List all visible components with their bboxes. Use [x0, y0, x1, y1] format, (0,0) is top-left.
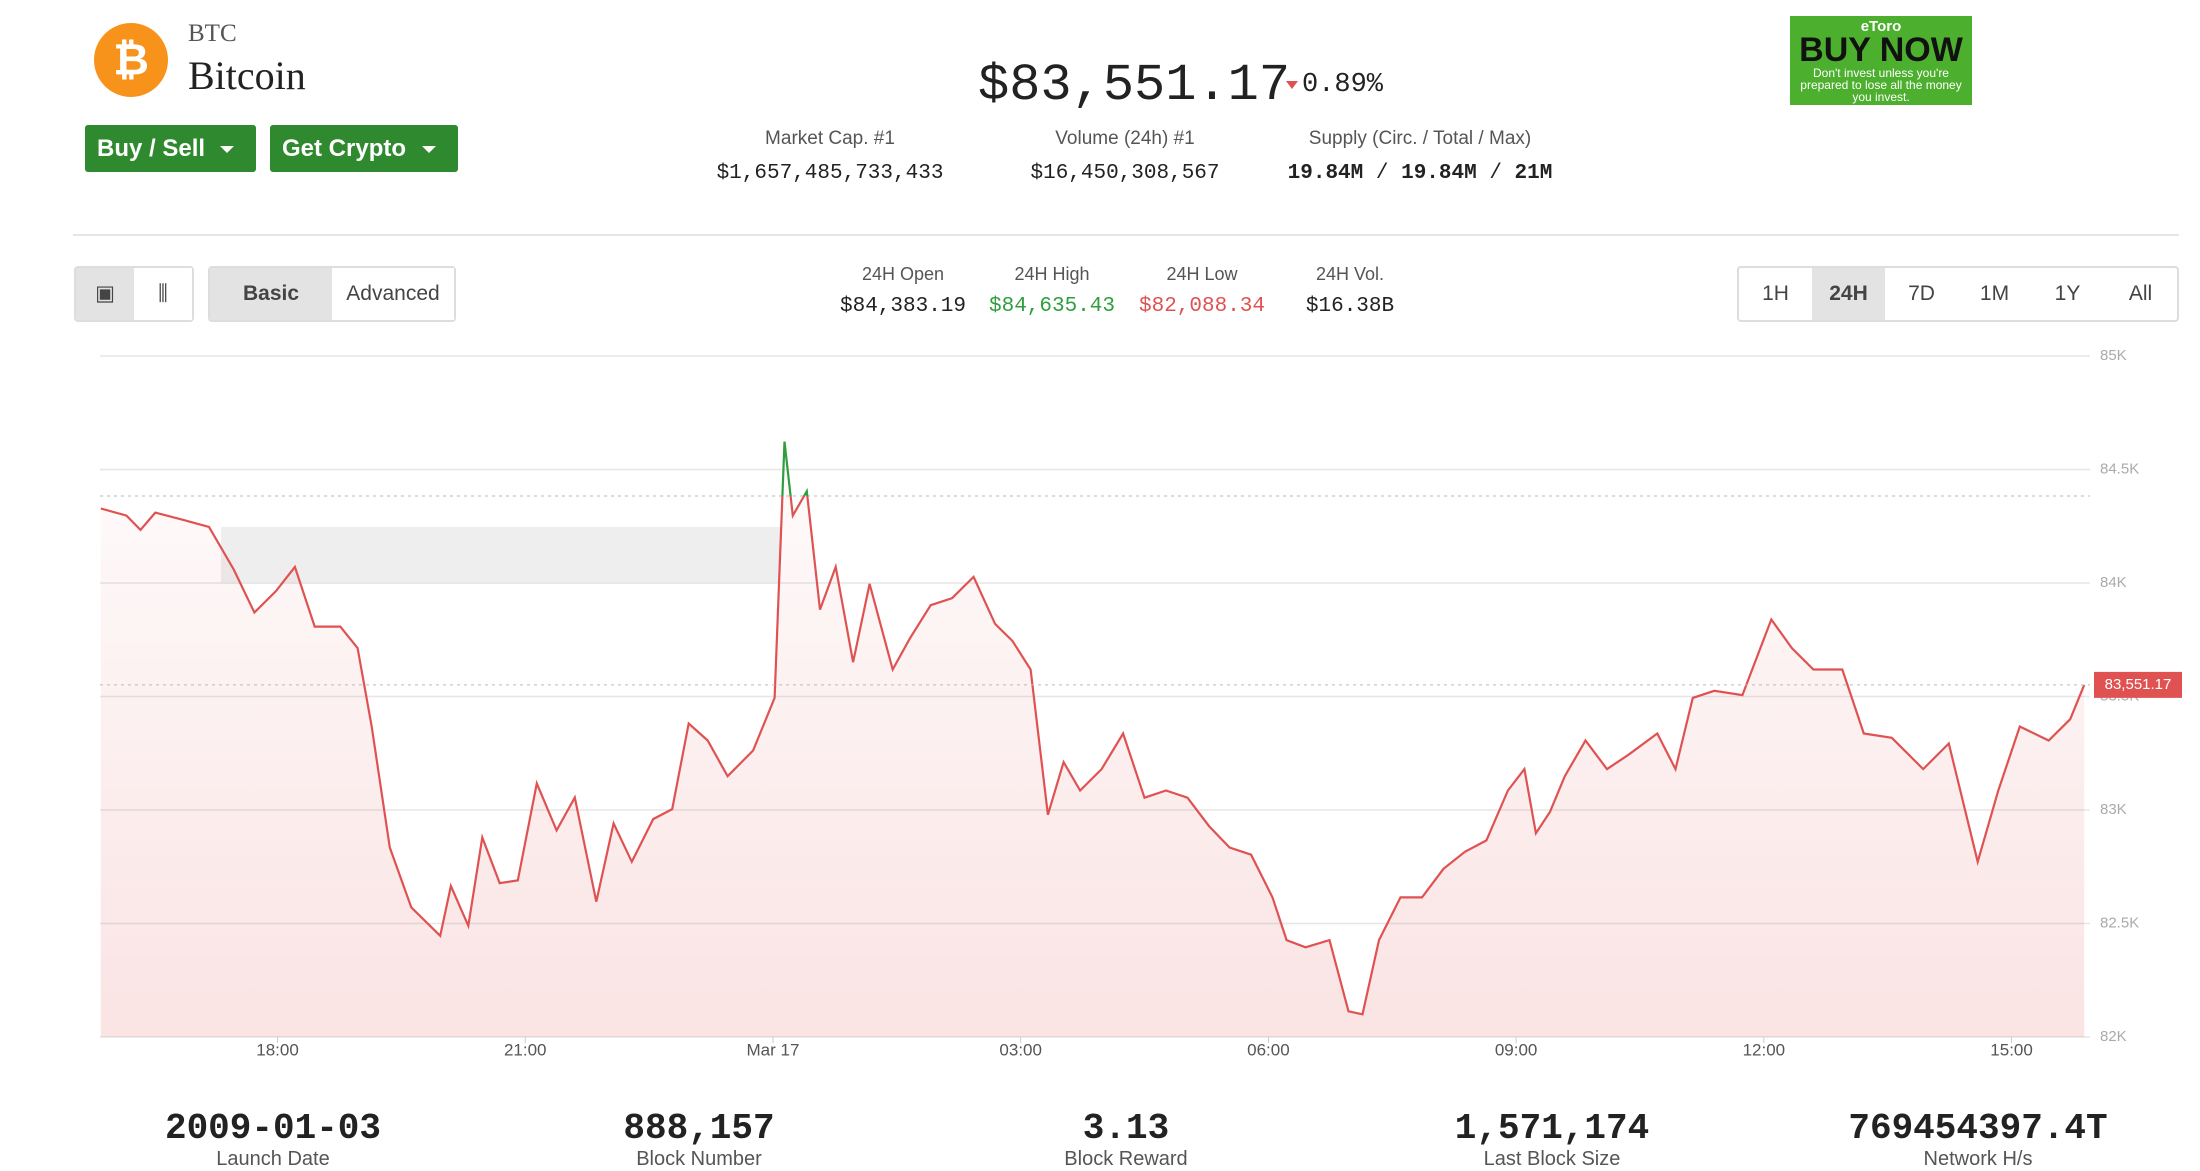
- x-tick-label: 21:00: [504, 1040, 547, 1059]
- symbol: BTC: [188, 20, 237, 47]
- line-icon[interactable]: ▣: [76, 268, 134, 320]
- price: $83,551.17: [978, 56, 1291, 115]
- day-stat-label: 24H Low: [1166, 264, 1238, 284]
- footer-value: 888,157: [623, 1108, 775, 1149]
- down-arrow: [1286, 81, 1298, 95]
- btc-logo: ₿: [94, 23, 168, 97]
- coin-name: Bitcoin: [188, 53, 306, 98]
- footer-label: Network H/s: [1923, 1148, 2033, 1170]
- range-button[interactable]: 1Y: [2054, 282, 2081, 305]
- x-tick-label: 06:00: [1247, 1040, 1290, 1059]
- day-stat-label: 24H Vol.: [1315, 264, 1385, 284]
- y-tick-label: 84.5K: [2100, 460, 2139, 477]
- buy-sell-button[interactable]: Buy / Sell: [85, 125, 256, 172]
- last-price-label: 83,551.17: [2105, 676, 2172, 693]
- range-button[interactable]: 24H: [1812, 268, 1885, 320]
- range-button[interactable]: 1M: [1979, 282, 2010, 305]
- divider: [73, 234, 2179, 236]
- last-price-tag: [2094, 671, 2182, 698]
- y-tick-label: 82K: [2100, 1028, 2127, 1045]
- day-stat-value: $16.38B: [1305, 295, 1395, 318]
- ad-brand: eToro: [1860, 18, 1902, 35]
- x-tick-label: 03:00: [999, 1040, 1042, 1059]
- footer-label: Block Number: [636, 1148, 762, 1170]
- range-button[interactable]: 7D: [1908, 282, 1935, 305]
- footer-value: 1,571,174: [1454, 1108, 1650, 1149]
- price-line-down: [100, 496, 2086, 1016]
- chart: 82K82.5K83K83.5K84K84.5K85K18:0021:00Mar…: [100, 347, 2182, 1059]
- supply-label: Supply (Circ. / Total / Max): [1308, 128, 1532, 149]
- x-tick-label: 18:00: [256, 1040, 299, 1059]
- x-tick-label: 12:00: [1743, 1040, 1786, 1059]
- y-tick-label: 82.5K: [2100, 914, 2139, 931]
- sep: /: [1489, 162, 1502, 185]
- stat-label: Volume (24h) #1: [1055, 128, 1195, 149]
- supply: 19.84M: [1287, 162, 1364, 185]
- supply: 21M: [1514, 162, 1553, 185]
- x-tick-label: 09:00: [1495, 1040, 1538, 1059]
- stat-value: $16,450,308,567: [1030, 162, 1220, 185]
- x-tick-label: 15:00: [1990, 1040, 2033, 1059]
- chart-type-toggle: ▣ ⫼: [74, 266, 194, 322]
- range-toggle: 1H 24H 7D 1M 1Y All: [1737, 266, 2179, 322]
- day-stat-value: $82,088.34: [1138, 295, 1266, 318]
- mode-toggle: Basic Advanced: [208, 266, 456, 322]
- ad-disclaimer: Don't invest unless you're prepared to l…: [1800, 66, 1962, 104]
- day-stat-label: 24H High: [1014, 264, 1090, 284]
- footer-label: Last Block Size: [1483, 1148, 1621, 1170]
- price-area: [100, 441, 2085, 1038]
- svg-text:₿: ₿: [113, 36, 149, 85]
- footer-value: 769454397.4T: [1848, 1108, 2108, 1149]
- change: 0.89%: [1302, 70, 1384, 100]
- footer-label: Block Reward: [1064, 1148, 1188, 1170]
- stat-label: Market Cap. #1: [765, 128, 895, 149]
- ad-cta: BUY NOW: [1799, 31, 1963, 69]
- supply: 19.84M: [1401, 162, 1477, 185]
- day-stat-label: 24H Open: [861, 264, 945, 284]
- x-tick-label: Mar 17: [747, 1040, 800, 1059]
- mode-button[interactable]: Advanced: [332, 268, 454, 320]
- y-tick-label: 85K: [2100, 347, 2127, 364]
- hover-band: [221, 527, 780, 584]
- stat-value: $1,657,485,733,433: [716, 162, 944, 185]
- sep: /: [1375, 162, 1389, 185]
- footer-label: Launch Date: [216, 1148, 330, 1170]
- range-button[interactable]: All: [2128, 282, 2153, 305]
- day-stat-value: $84,635.43: [988, 295, 1116, 318]
- supply-values: 19.84M / 19.84M / 21M: [1288, 162, 1553, 185]
- footer-value: 3.13: [1082, 1108, 1170, 1149]
- range-button[interactable]: 1H: [1762, 282, 1789, 305]
- y-tick-label: 83K: [2100, 801, 2127, 818]
- candle-icon[interactable]: ⫼: [134, 268, 192, 320]
- y-tick-label: 84K: [2100, 574, 2127, 591]
- footer-value: 2009-01-03: [164, 1108, 382, 1149]
- mode-button[interactable]: Basic: [210, 268, 332, 320]
- day-stat-value: $84,383.19: [839, 295, 967, 318]
- get-crypto-button[interactable]: Get Crypto: [270, 125, 458, 172]
- ad[interactable]: eToro BUY NOW Don't invest unless you're…: [1790, 16, 1972, 105]
